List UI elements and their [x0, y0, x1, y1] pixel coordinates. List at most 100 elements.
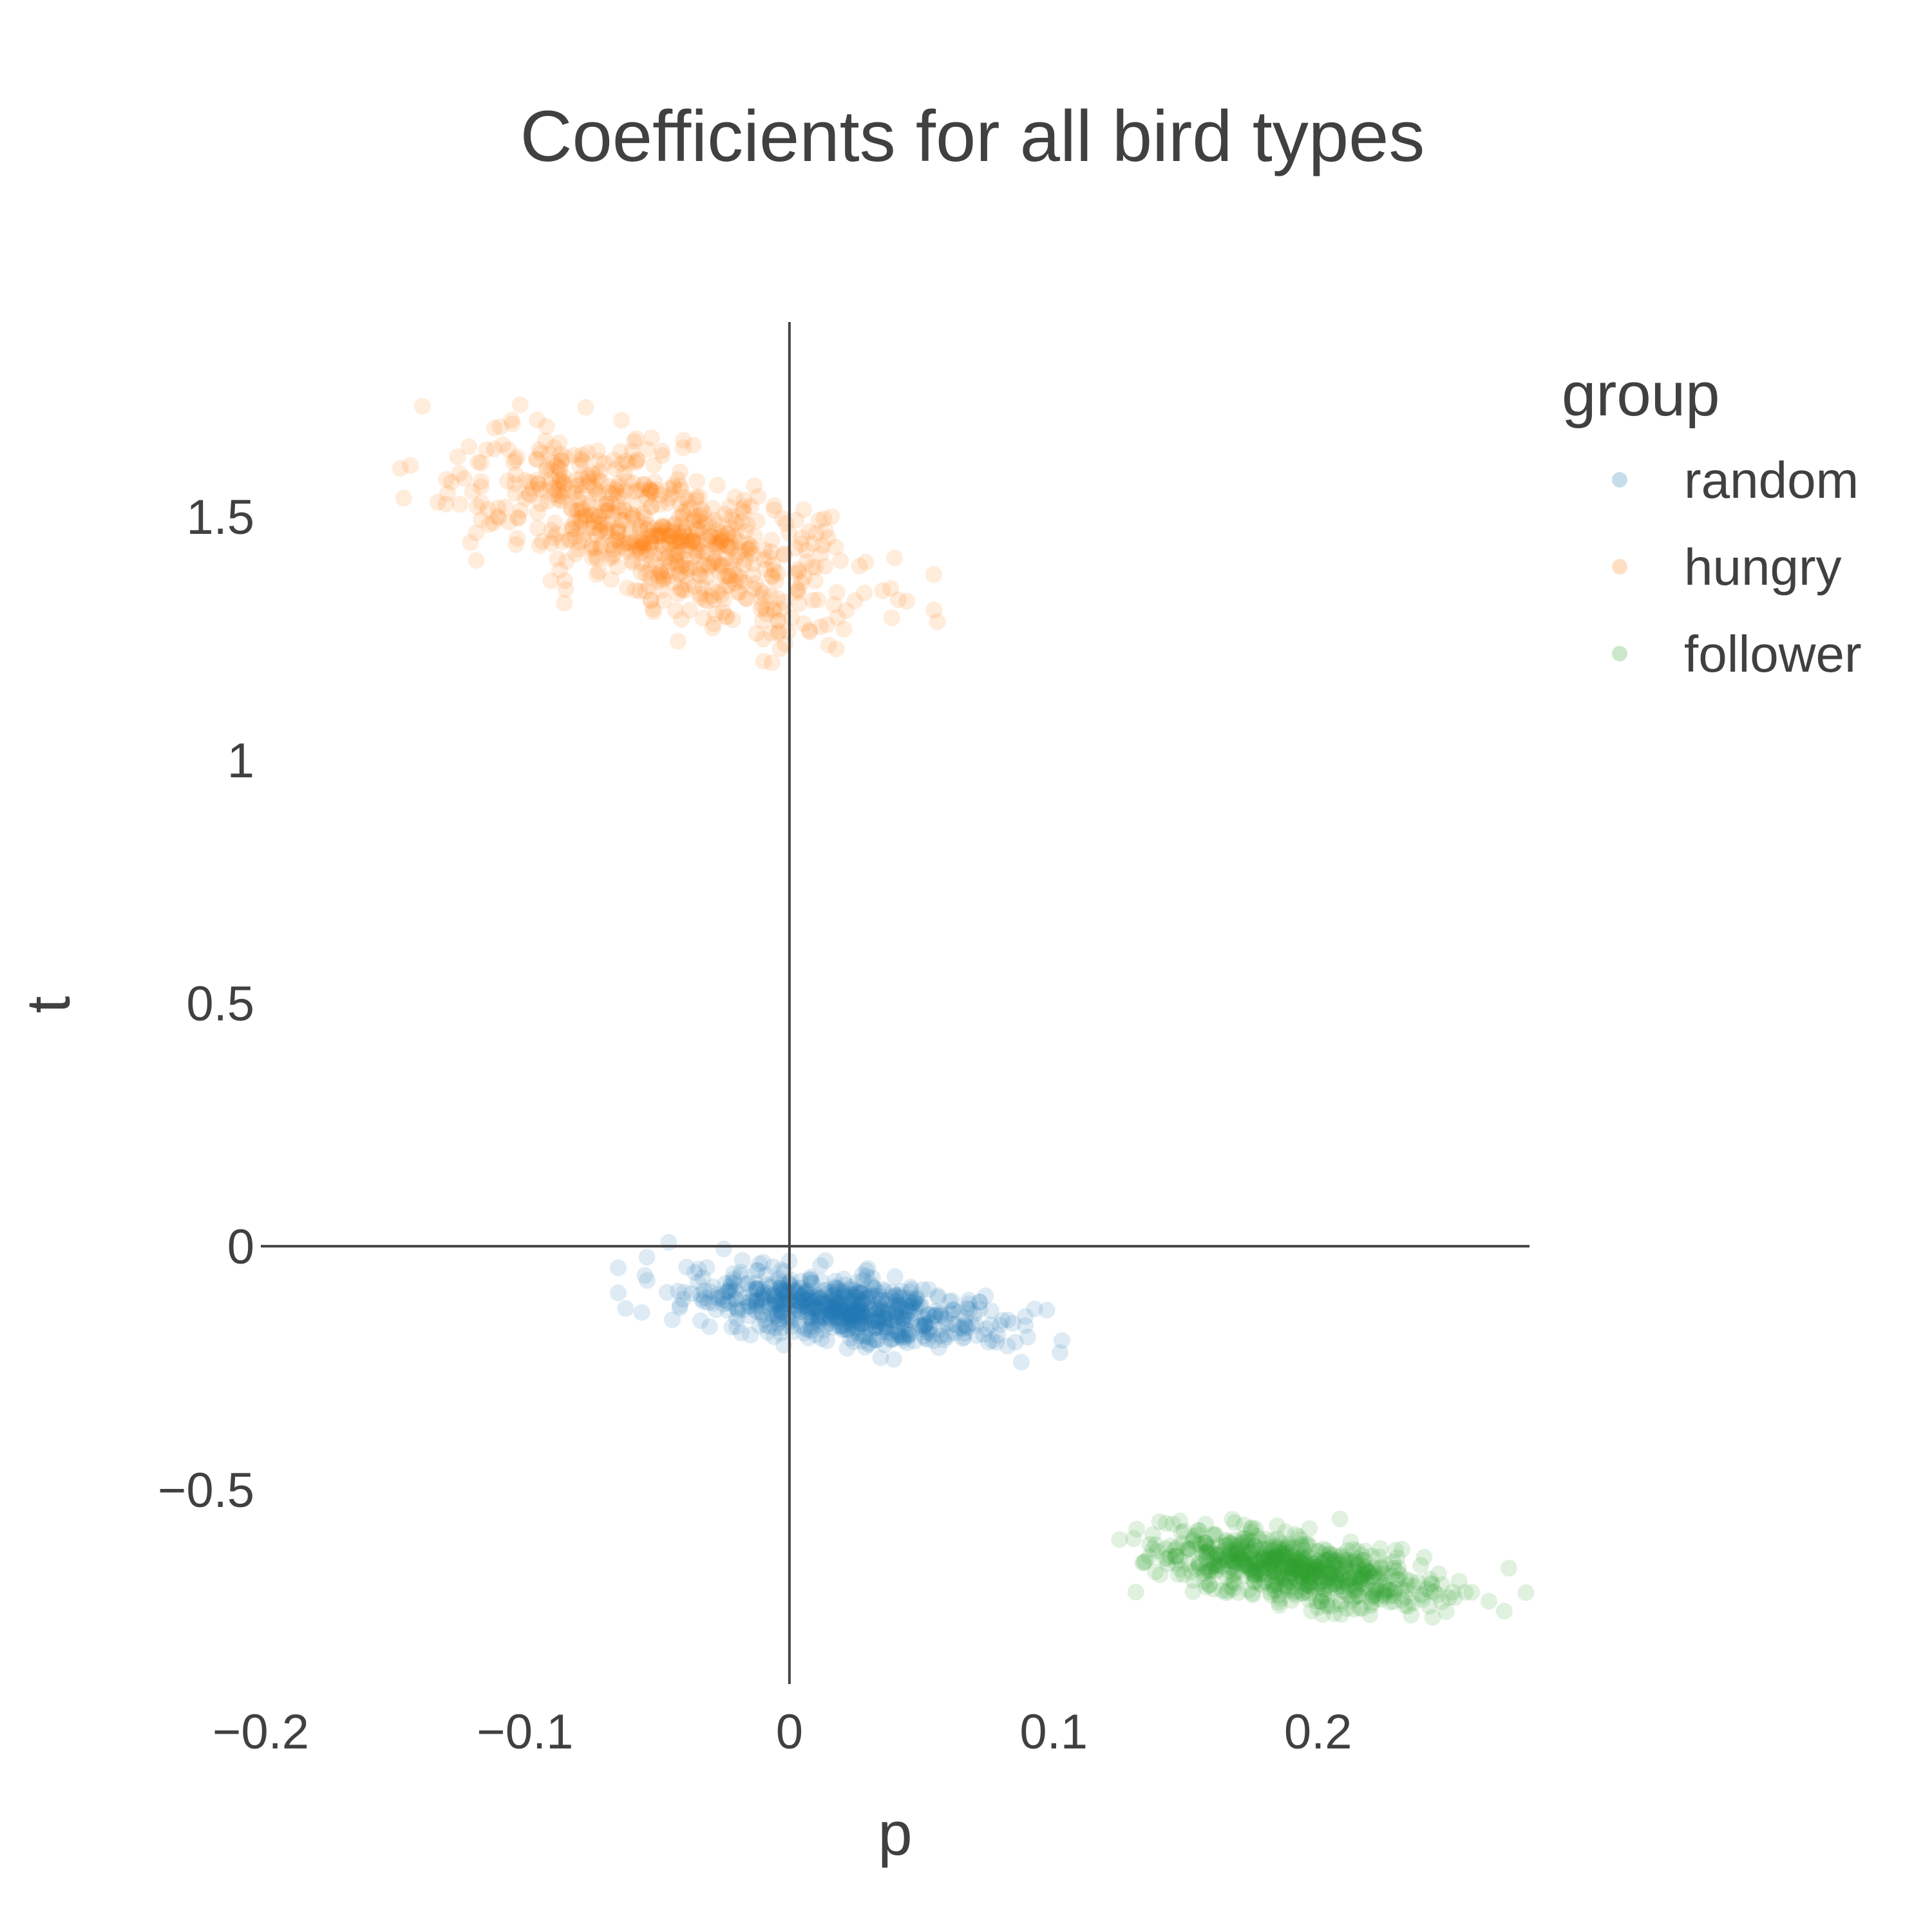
data-point-follower — [1273, 1544, 1290, 1562]
data-point-follower — [1183, 1563, 1200, 1580]
data-point-random — [797, 1283, 814, 1300]
data-point-hungry — [579, 444, 596, 461]
data-point-random — [890, 1298, 907, 1315]
data-point-hungry — [619, 544, 636, 560]
data-point-follower — [1235, 1516, 1253, 1533]
data-point-random — [755, 1291, 772, 1309]
data-point-follower — [1289, 1560, 1306, 1578]
data-point-random — [911, 1316, 929, 1334]
data-point-follower — [1343, 1592, 1360, 1609]
data-point-follower — [1346, 1555, 1363, 1573]
data-point-random — [819, 1306, 837, 1323]
data-point-hungry — [671, 565, 688, 583]
data-point-follower — [1264, 1549, 1281, 1566]
data-point-hungry — [492, 418, 509, 435]
data-point-random — [823, 1303, 840, 1320]
data-point-random — [882, 1331, 900, 1348]
data-point-follower — [1318, 1591, 1336, 1608]
data-point-follower — [1264, 1532, 1281, 1549]
data-point-hungry — [653, 582, 670, 599]
data-point-random — [944, 1316, 961, 1333]
data-point-hungry — [838, 602, 855, 620]
data-point-hungry — [828, 583, 846, 601]
data-point-random — [609, 1284, 627, 1302]
data-point-follower — [1248, 1528, 1265, 1545]
data-point-follower — [1344, 1564, 1361, 1581]
data-point-hungry — [734, 500, 751, 518]
data-point-hungry — [705, 554, 721, 571]
data-point-hungry — [585, 520, 602, 537]
data-point-random — [764, 1258, 782, 1275]
data-point-follower — [1279, 1559, 1296, 1577]
data-point-hungry — [532, 495, 549, 513]
data-point-follower — [1202, 1546, 1220, 1564]
data-point-follower — [1298, 1562, 1315, 1579]
data-point-hungry — [647, 545, 664, 563]
data-point-follower — [1249, 1558, 1266, 1575]
data-point-random — [846, 1311, 863, 1329]
data-point-follower — [1325, 1605, 1343, 1622]
data-point-random — [741, 1281, 759, 1298]
data-point-random — [871, 1299, 888, 1316]
data-point-hungry — [580, 469, 597, 487]
data-point-hungry — [762, 587, 779, 605]
data-point-follower — [1305, 1566, 1323, 1583]
data-point-follower — [1397, 1582, 1415, 1599]
data-point-hungry — [636, 536, 653, 554]
data-point-hungry — [600, 478, 618, 495]
data-point-random — [842, 1330, 859, 1347]
data-point-random — [855, 1272, 872, 1289]
data-point-random — [936, 1311, 954, 1328]
data-point-follower — [1293, 1569, 1310, 1586]
data-point-hungry — [668, 530, 685, 547]
data-point-hungry — [632, 564, 650, 581]
data-point-hungry — [621, 526, 639, 543]
data-point-follower — [1224, 1566, 1242, 1584]
data-point-follower — [1315, 1581, 1332, 1598]
data-point-follower — [1233, 1553, 1250, 1570]
data-point-hungry — [709, 477, 726, 494]
data-point-follower — [1168, 1547, 1186, 1564]
data-point-follower — [1111, 1531, 1128, 1548]
data-point-hungry — [650, 521, 668, 538]
data-point-hungry — [643, 535, 660, 552]
data-point-random — [898, 1306, 915, 1323]
data-point-random — [793, 1296, 810, 1313]
data-point-random — [803, 1292, 820, 1309]
data-point-random — [926, 1307, 943, 1324]
data-point-hungry — [542, 461, 560, 478]
data-point-hungry — [582, 498, 599, 515]
data-point-random — [929, 1289, 947, 1306]
data-point-hungry — [740, 540, 757, 557]
data-point-follower — [1196, 1573, 1213, 1590]
data-point-hungry — [804, 558, 821, 576]
data-point-follower — [1230, 1549, 1247, 1567]
data-point-random — [877, 1318, 895, 1336]
data-point-hungry — [708, 534, 725, 551]
data-point-random — [871, 1287, 889, 1305]
data-point-hungry — [546, 514, 564, 531]
data-point-random — [790, 1293, 808, 1310]
data-point-random — [838, 1340, 856, 1357]
data-point-follower — [1334, 1578, 1352, 1595]
data-point-follower — [1206, 1526, 1223, 1544]
data-point-follower — [1280, 1574, 1298, 1591]
data-point-hungry — [789, 584, 806, 601]
data-point-random — [866, 1312, 884, 1329]
data-point-random — [914, 1320, 931, 1338]
data-point-random — [730, 1301, 746, 1318]
data-point-random — [915, 1309, 933, 1326]
data-point-random — [723, 1318, 741, 1336]
data-point-follower — [1267, 1553, 1285, 1570]
data-point-follower — [1276, 1548, 1293, 1566]
data-point-follower — [1302, 1574, 1319, 1591]
data-point-follower — [1354, 1551, 1372, 1569]
data-point-follower — [1309, 1552, 1326, 1569]
data-point-hungry — [507, 536, 525, 553]
data-point-hungry — [688, 473, 706, 490]
data-point-follower — [1244, 1541, 1260, 1558]
data-point-hungry — [673, 558, 690, 576]
data-point-random — [869, 1313, 887, 1331]
data-point-follower — [1397, 1597, 1414, 1615]
data-point-hungry — [462, 534, 479, 551]
